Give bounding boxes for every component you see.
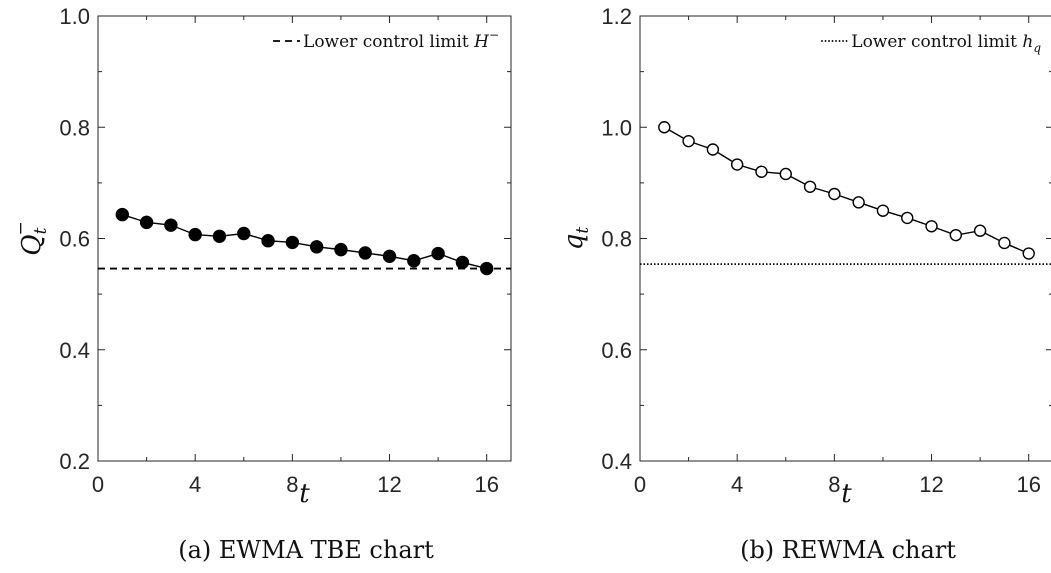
data-point	[706, 143, 720, 156]
data-point	[480, 261, 494, 276]
x-tick-label: 8	[828, 472, 840, 497]
data-point	[455, 255, 470, 270]
data-point	[755, 165, 768, 178]
y-tick-label: 0.4	[601, 449, 632, 474]
data-point	[285, 235, 300, 250]
legend-label: Lower control limit hq	[851, 32, 1041, 55]
x-tick-label: 12	[377, 472, 401, 497]
series-line	[122, 213, 487, 270]
data-point	[852, 196, 865, 209]
data-point	[358, 246, 372, 260]
data-point	[212, 229, 227, 243]
data-point	[309, 240, 324, 254]
y-tick-label: 1.0	[601, 115, 632, 140]
data-point	[431, 246, 445, 261]
data-point	[407, 254, 421, 268]
plot-area-frame	[97, 15, 512, 462]
x-tick-label: 16	[1016, 472, 1040, 497]
legend-label: Lower control limit H−	[303, 28, 499, 52]
x-tick-label: 12	[919, 472, 943, 497]
x-tick-label: 0	[92, 472, 104, 497]
y-tick-label: 0.4	[59, 338, 90, 363]
data-point	[876, 204, 890, 217]
x-tick-label: 8	[286, 472, 298, 497]
x-tick-label: 16	[474, 472, 498, 497]
data-point	[1022, 247, 1035, 260]
y-axis-label: Qt−	[11, 221, 51, 255]
series-line	[663, 126, 1029, 255]
data-point	[139, 215, 154, 230]
y-tick-label: 1.2	[601, 4, 632, 29]
y-tick-label: 0.8	[59, 115, 90, 140]
data-point	[779, 167, 792, 181]
x-tick-label: 0	[634, 472, 646, 497]
y-tick-label: 0.6	[59, 227, 90, 252]
y-tick-label: 0.8	[601, 227, 632, 252]
data-point	[973, 224, 987, 237]
data-point	[998, 236, 1011, 250]
chart-panel-2: 0 4 8 12 16 0.4 0.6 0.8 1.0 1.2 Lower control limi…	[559, 4, 1051, 564]
data-point	[334, 242, 348, 257]
x-tick-label: 4	[189, 472, 201, 497]
data-point	[164, 218, 178, 232]
data-point	[828, 187, 841, 201]
data-point	[949, 228, 963, 242]
data-point	[658, 121, 671, 134]
y-axis-label: qt	[559, 227, 593, 251]
data-point	[237, 226, 251, 241]
data-point	[382, 249, 397, 263]
subfigure-caption: (b) REWMA chart	[740, 536, 956, 564]
y-tick-label: 1.0	[59, 4, 90, 29]
data-point	[730, 158, 744, 171]
data-point	[188, 227, 202, 242]
legend: Lower control limit hq	[821, 32, 1041, 55]
subfigure-caption: (a) EWMA TBE chart	[178, 536, 434, 564]
data-point	[803, 180, 817, 193]
data-point	[925, 220, 938, 233]
chart-panel-1: 0 4 8 12 16 0.2 0.4 0.6 0.8 1.0 Lower control limi…	[11, 4, 512, 564]
data-point	[901, 211, 914, 225]
y-tick-label: 0.6	[601, 338, 632, 363]
data-point	[115, 207, 129, 222]
x-axis-label: t	[299, 479, 310, 509]
plot-area-frame	[639, 15, 1051, 462]
x-axis-label: t	[841, 479, 852, 509]
data-point	[682, 134, 695, 148]
legend: Lower control limit H−	[273, 28, 499, 52]
y-tick-label: 0.2	[59, 449, 90, 474]
data-point	[261, 234, 275, 248]
x-tick-label: 4	[731, 472, 743, 497]
